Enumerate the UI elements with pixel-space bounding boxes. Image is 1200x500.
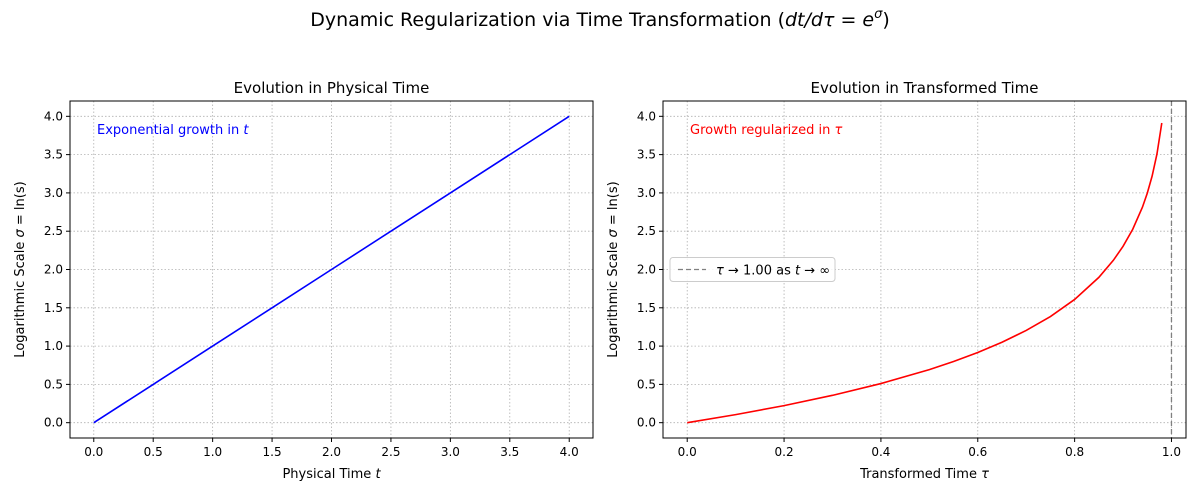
x-tick-label: 1.0 xyxy=(1162,445,1181,459)
y-tick-label: 2.0 xyxy=(44,263,63,277)
x-tick-label: 1.0 xyxy=(203,445,222,459)
x-tick-label: 3.5 xyxy=(500,445,519,459)
y-tick-label: 3.5 xyxy=(44,148,63,162)
x-tick-label: 0.4 xyxy=(871,445,890,459)
y-tick-label: 3.0 xyxy=(637,186,656,200)
x-tick-label: 2.0 xyxy=(322,445,341,459)
legend-box xyxy=(669,257,836,282)
y-tick-label: 4.0 xyxy=(637,109,656,123)
x-tick-label: 0.0 xyxy=(678,445,697,459)
y-axis-label: Logarithmic Scale σ = ln(s) xyxy=(13,181,28,357)
y-tick-label: 1.5 xyxy=(637,301,656,315)
y-tick-label: 4.0 xyxy=(44,109,63,123)
y-tick-label: 0.0 xyxy=(637,416,656,430)
y-tick-label: 2.0 xyxy=(637,263,656,277)
y-tick-label: 1.5 xyxy=(44,301,63,315)
panel-title: Evolution in Transformed Time xyxy=(811,79,1039,97)
x-tick-label: 0.6 xyxy=(968,445,987,459)
x-axis-label: Physical Time t xyxy=(282,467,381,482)
y-tick-label: 3.5 xyxy=(637,148,656,162)
y-tick-label: 0.0 xyxy=(44,416,63,430)
left-panel: 0.0 0.5 1.0 1.5 2.0 2.5 3.0 3.5 4.0 0.0 0.5 1.0 1.5 2… xyxy=(13,79,594,482)
figure-suptitle: Dynamic Regularization via Time Transfor… xyxy=(310,7,890,31)
series-line-0 xyxy=(687,122,1163,424)
x-axis-label: Transformed Time τ xyxy=(859,467,989,482)
y-tick-label: 2.5 xyxy=(637,224,656,238)
panel-title: Evolution in Physical Time xyxy=(234,79,430,97)
x-tick-label: 2.5 xyxy=(381,445,400,459)
y-tick-label: 1.0 xyxy=(44,339,63,353)
y-tick-label: 0.5 xyxy=(637,377,656,391)
x-tick-label: 3.0 xyxy=(441,445,460,459)
annotation-text: Exponential growth in t xyxy=(97,123,249,138)
x-tick-label: 1.5 xyxy=(263,445,282,459)
right-panel: 0.0 0.2 0.4 0.6 0.8 1.0 0.0 0.5 1.0 1.5 2.0 2.5 3.0 3… xyxy=(606,79,1187,482)
legend-label: τ → 1.00 as t → ∞ xyxy=(716,264,830,279)
x-tick-label: 0.8 xyxy=(1065,445,1084,459)
y-tick-label: 0.5 xyxy=(44,377,63,391)
y-axis-label: Logarithmic Scale σ = ln(s) xyxy=(606,181,621,357)
x-tick-label: 4.0 xyxy=(560,445,579,459)
x-tick-label: 0.2 xyxy=(775,445,794,459)
y-tick-label: 2.5 xyxy=(44,224,63,238)
x-tick-label: 0.0 xyxy=(84,445,103,459)
series-line-0 xyxy=(93,115,570,424)
y-tick-label: 3.0 xyxy=(44,186,63,200)
annotation-text: Growth regularized in τ xyxy=(690,123,843,138)
x-tick-label: 0.5 xyxy=(144,445,163,459)
y-tick-label: 1.0 xyxy=(637,339,656,353)
